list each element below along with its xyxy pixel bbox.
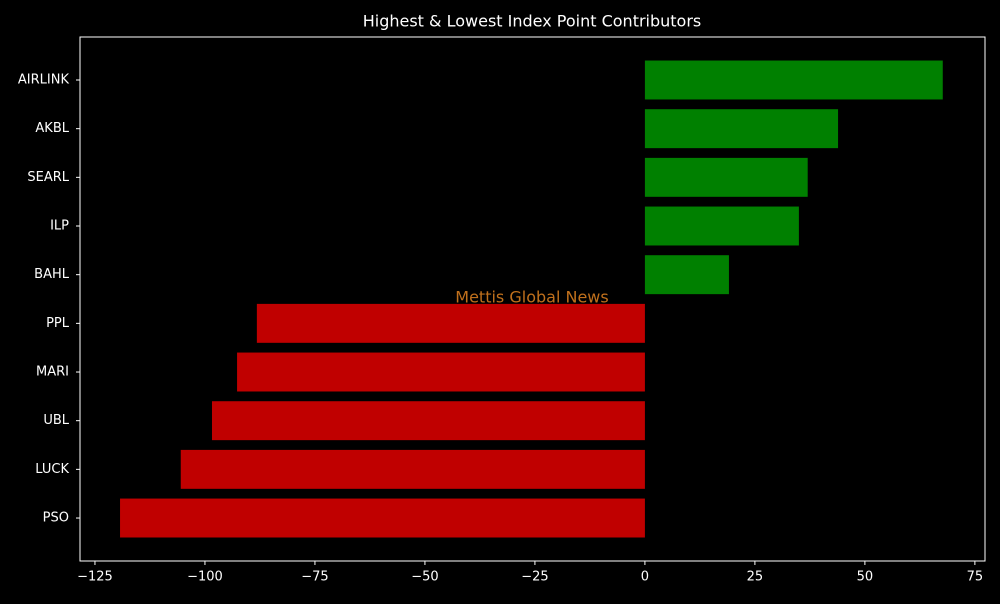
- y-tick-label: LUCK: [35, 462, 69, 477]
- plot-frame: [79, 36, 986, 562]
- y-tick-label: SEARL: [27, 170, 69, 185]
- bar: [644, 157, 808, 197]
- bar: [256, 303, 645, 343]
- y-tick-label: MARI: [36, 365, 69, 380]
- chart-title: Highest & Lowest Index Point Contributor…: [363, 12, 702, 31]
- x-tick-label: −25: [521, 570, 548, 585]
- bar: [644, 109, 839, 149]
- x-tick-label: 50: [857, 570, 874, 585]
- y-tick-label: UBL: [43, 413, 69, 428]
- y-tick-label: ILP: [50, 219, 69, 234]
- y-tick-label: AIRLINK: [18, 73, 70, 88]
- watermark: Mettis Global News: [455, 288, 608, 307]
- x-tick-label: 75: [967, 570, 984, 585]
- bar: [644, 206, 799, 246]
- bar: [211, 401, 645, 441]
- y-tick-label: AKBL: [35, 121, 69, 136]
- x-tick-label: −75: [301, 570, 328, 585]
- x-tick-label: −100: [187, 570, 223, 585]
- bar: [120, 498, 645, 538]
- bar: [180, 449, 645, 489]
- x-tick-label: 0: [641, 570, 649, 585]
- bar: [237, 352, 645, 392]
- y-tick-label: PSO: [43, 511, 69, 526]
- bar: [644, 60, 943, 100]
- bar: [644, 255, 729, 295]
- x-tick-label: −50: [411, 570, 438, 585]
- x-tick-label: 25: [747, 570, 764, 585]
- y-tick-label: PPL: [46, 316, 70, 331]
- y-tick-label: BAHL: [34, 267, 70, 282]
- x-tick-label: −125: [77, 570, 113, 585]
